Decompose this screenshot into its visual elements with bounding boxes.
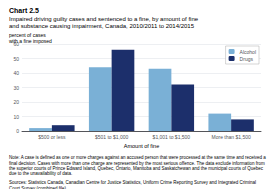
svg-text:$501 to $1,000: $501 to $1,000 [95, 134, 129, 140]
svg-text:Amount of fine: Amount of fine [124, 143, 159, 149]
svg-text:Drugs: Drugs [240, 56, 254, 62]
svg-text:0: 0 [16, 128, 19, 134]
svg-text:Sources: Statistics Canada, Ca: Sources: Statistics Canada, Canadian Cen… [9, 180, 257, 185]
svg-text:20: 20 [13, 99, 19, 105]
svg-text:40: 40 [13, 70, 19, 76]
svg-text:More than $1,500: More than $1,500 [212, 134, 251, 140]
svg-text:$500 or less: $500 or less [38, 134, 66, 140]
svg-text:percent of cases: percent of cases [9, 32, 46, 38]
svg-text:$1,001 to $1,500: $1,001 to $1,500 [153, 134, 191, 140]
svg-text:Alcohol: Alcohol [240, 49, 256, 55]
svg-text:due to the unavailability of d: due to the unavailability of data. [9, 171, 72, 176]
svg-text:Court Survey (combined file).: Court Survey (combined file). [9, 186, 67, 189]
svg-text:the superior courts of Prince: the superior courts of Prince Edward Isl… [9, 166, 264, 171]
svg-text:Chart 2.5: Chart 2.5 [9, 7, 39, 14]
svg-text:50: 50 [13, 56, 19, 62]
svg-text:60: 60 [13, 41, 19, 47]
svg-text:Impaired driving guilty cases: Impaired driving guilty cases and senten… [9, 16, 199, 22]
svg-text:and substance causing impairme: and substance causing impairment, Canada… [9, 23, 195, 29]
svg-text:30: 30 [13, 85, 19, 91]
svg-text:final decision. Cases with mor: final decision. Cases with more than one… [9, 161, 266, 166]
svg-text:with a fine imposed: with a fine imposed [9, 38, 52, 44]
svg-text:10: 10 [13, 114, 19, 120]
svg-text:Note: A case is defined as one: Note: A case is defined as one or more c… [9, 155, 267, 160]
